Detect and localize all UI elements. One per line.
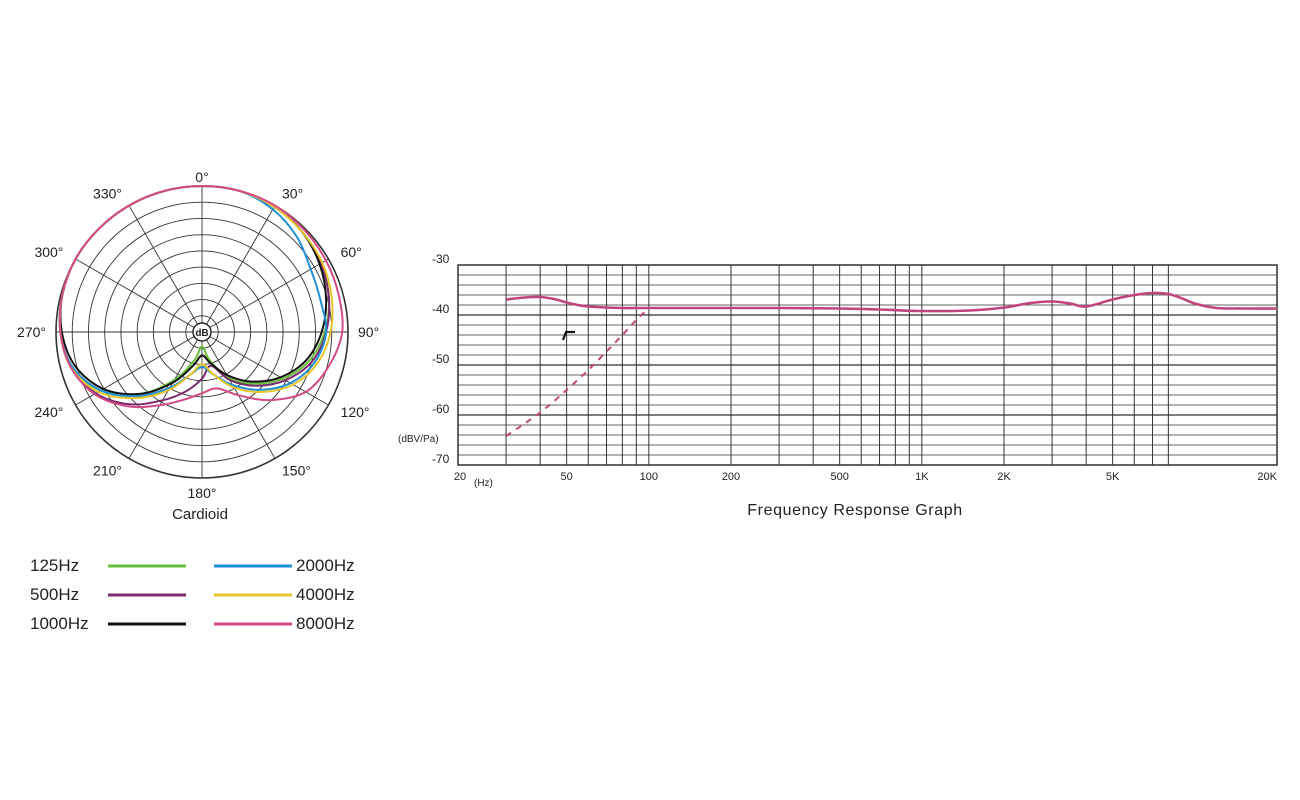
freq-x-tick-label: 100: [640, 471, 658, 483]
freq-y-tick-label: -50: [432, 352, 450, 366]
freq-title: Frequency Response Graph: [747, 502, 962, 519]
freq-x-tick-label: 50: [561, 471, 573, 483]
polar-angle-label: 270°: [17, 324, 46, 340]
freq-x-tick-label: 5K: [1106, 471, 1120, 483]
polar-spoke: [128, 205, 203, 333]
freq-x-tick-label: 1K: [915, 471, 929, 483]
freq-y-tick-label: -60: [432, 402, 450, 416]
freq-x-tick-label: 20: [454, 471, 466, 483]
polar-angle-labels: 0° 30° 60° 90° 120° 150° 180° 210° 240° 270° 300° 3…: [17, 169, 379, 501]
legend-label: 2000Hz: [296, 556, 355, 575]
polar-chart: 0° 30° 60° 90° 120° 150° 180° 210° 240° 270° 300° 3…: [17, 169, 379, 523]
polar-spoke: [201, 331, 329, 406]
polar-angle-label: 60°: [341, 244, 362, 260]
polar-angle-label: 210°: [93, 463, 122, 479]
polar-center-disc: [192, 322, 212, 342]
polar-spoke: [128, 331, 203, 459]
freq-series-low-cut: [505, 307, 650, 437]
polar-series-8000Hz: [58, 185, 344, 409]
legend-item-125Hz: 125Hz: [30, 556, 186, 575]
polar-angle-label: 150°: [282, 463, 311, 479]
freq-x-tick-label: 500: [830, 471, 848, 483]
legend-label: 8000Hz: [296, 614, 355, 633]
legend-item-2000Hz: 2000Hz: [214, 556, 355, 575]
freq-series-response: [505, 291, 1278, 313]
polar-center-label: dB: [195, 328, 208, 339]
legend-item-8000Hz: 8000Hz: [214, 614, 355, 633]
polar-angle-label: 0°: [195, 169, 208, 185]
polar-legend: 125Hz 500Hz 1000Hz 2000Hz 4000Hz 8000Hz: [30, 556, 355, 633]
freq-series: [505, 291, 1278, 437]
legend-item-1000Hz: 1000Hz: [30, 614, 186, 633]
frequency-chart: 20 50 100 200 500 1K 2K 5K 20K -30 -40 -50 -60 -70 (…: [398, 252, 1278, 519]
freq-x-unit-label: (Hz): [474, 478, 493, 489]
legend-label: 500Hz: [30, 585, 79, 604]
freq-y-tick-labels: -30 -40 -50 -60 -70: [432, 252, 450, 466]
freq-x-tick-label: 20K: [1257, 471, 1277, 483]
freq-y-tick-label: -70: [432, 452, 450, 466]
freq-grid: [457, 264, 1278, 466]
polar-angle-label: 300°: [34, 244, 63, 260]
legend-label: 4000Hz: [296, 585, 355, 604]
low-cut-filter-icon: [561, 330, 575, 341]
polar-angle-label: 240°: [34, 404, 63, 420]
legend-item-500Hz: 500Hz: [30, 585, 186, 604]
freq-y-tick-label: -40: [432, 302, 450, 316]
polar-spoke: [75, 258, 203, 333]
polar-series: [58, 185, 344, 409]
legend-label: 125Hz: [30, 556, 79, 575]
polar-angle-label: 30°: [282, 185, 303, 201]
freq-y-unit-label: (dBV/Pa): [398, 434, 439, 445]
freq-x-tick-label: 200: [722, 471, 740, 483]
legend-label: 1000Hz: [30, 614, 89, 633]
polar-angle-label: 120°: [341, 404, 370, 420]
polar-angle-label: 180°: [188, 485, 217, 501]
freq-x-tick-label: 2K: [997, 471, 1011, 483]
polar-spoke: [201, 258, 329, 333]
polar-title: Cardioid: [172, 506, 228, 523]
freq-y-tick-label: -30: [432, 252, 450, 266]
legend-item-4000Hz: 4000Hz: [214, 585, 355, 604]
polar-angle-label: 330°: [93, 185, 122, 201]
polar-angle-label: 90°: [358, 324, 379, 340]
freq-x-tick-labels: 20 50 100 200 500 1K 2K 5K 20K: [454, 471, 1278, 483]
polar-spoke: [201, 205, 276, 333]
